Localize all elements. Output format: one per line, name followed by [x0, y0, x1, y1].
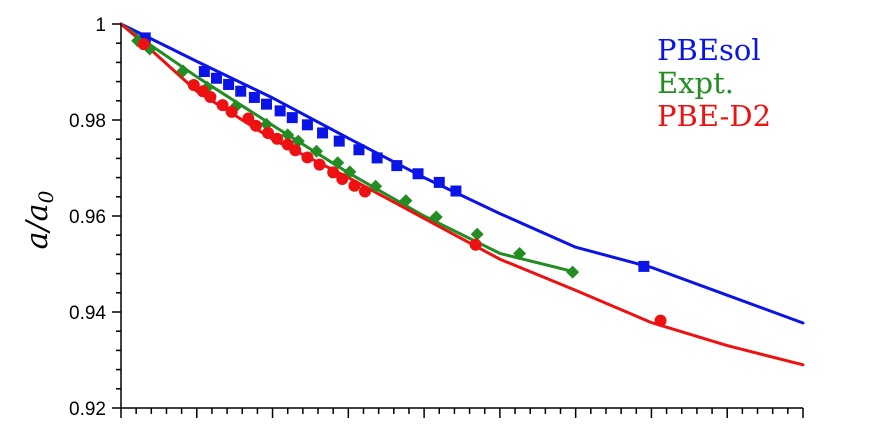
data-point-pbe-d2	[469, 238, 482, 251]
y-tick-label: 1	[95, 15, 106, 36]
data-point-pbe-d2	[271, 132, 284, 145]
data-point-pbesol	[412, 168, 424, 180]
data-point-expt	[369, 179, 383, 193]
legend: PBEsol Expt. PBE-D2	[657, 33, 771, 133]
series-markers	[131, 32, 667, 327]
y-tick-label: 0.98	[69, 111, 106, 132]
data-point-pbesol	[371, 152, 383, 164]
data-point-pbesol	[274, 105, 286, 117]
data-point-pbe-d2	[301, 151, 314, 164]
data-point-expt	[310, 144, 324, 158]
data-point-expt	[470, 227, 484, 241]
data-point-expt	[429, 210, 443, 224]
legend-entry-pbe-d2: PBE-D2	[657, 99, 771, 133]
data-point-pbesol	[198, 66, 210, 78]
data-point-pbesol	[139, 32, 151, 44]
data-point-expt	[566, 265, 580, 279]
data-point-pbesol	[333, 135, 345, 147]
legend-entry-pbesol: PBEsol	[657, 33, 761, 67]
data-point-pbe-d2	[137, 38, 150, 51]
data-point-pbe-d2	[216, 99, 229, 112]
data-point-pbe-d2	[242, 112, 255, 125]
data-point-pbesol	[248, 91, 260, 103]
y-tick-label: 0.96	[69, 207, 106, 228]
y-tick-label: 0.94	[69, 303, 106, 324]
data-point-pbesol	[301, 119, 313, 131]
data-point-expt	[281, 128, 295, 142]
data-point-pbe-d2	[262, 126, 275, 139]
data-point-pbe-d2	[327, 166, 340, 179]
y-axis-label: a/a0	[20, 190, 58, 249]
data-point-pbe-d2	[289, 144, 302, 157]
data-point-pbesol	[210, 72, 222, 84]
data-point-pbe-d2	[654, 314, 667, 327]
data-point-pbe-d2	[313, 158, 326, 171]
series-line-expt	[119, 22, 578, 274]
data-point-pbe-d2	[187, 78, 200, 91]
data-point-pbesol	[260, 98, 272, 110]
series-line-pbesol	[119, 22, 805, 325]
data-point-pbesol	[223, 78, 235, 90]
series-curves	[119, 22, 805, 367]
axes	[112, 23, 804, 418]
data-point-pbe-d2	[336, 173, 349, 186]
data-point-pbe-d2	[359, 185, 372, 198]
y-tick-labels: 0.92 0.94 0.96 0.98 1	[69, 15, 106, 420]
data-point-pbesol	[391, 160, 403, 172]
data-point-expt	[399, 194, 413, 208]
y-tick-label: 0.92	[69, 399, 106, 420]
data-point-pbe-d2	[249, 119, 262, 132]
data-point-pbe-d2	[204, 90, 217, 103]
data-point-pbesol	[638, 260, 650, 272]
data-point-expt	[176, 64, 190, 78]
data-point-expt	[259, 117, 273, 131]
data-point-pbesol	[286, 112, 298, 124]
data-point-pbesol	[235, 85, 247, 97]
data-point-pbesol	[433, 176, 445, 188]
data-point-pbesol	[317, 127, 329, 139]
series-line-pbe-d2	[119, 22, 805, 367]
data-point-expt	[331, 156, 345, 170]
data-point-pbe-d2	[225, 105, 238, 118]
data-point-pbe-d2	[348, 179, 361, 192]
data-point-expt	[513, 246, 527, 260]
legend-entry-expt: Expt.	[657, 66, 734, 100]
data-point-pbesol	[450, 185, 462, 197]
data-point-pbesol	[353, 144, 365, 156]
